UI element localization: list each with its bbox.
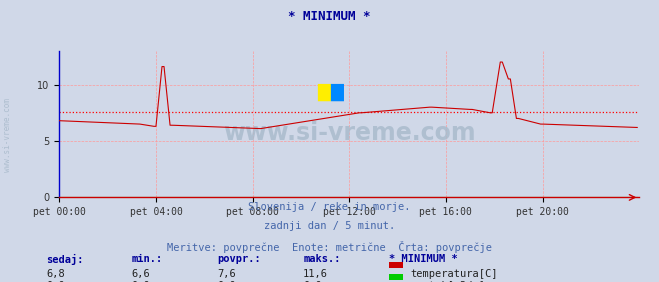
Text: Meritve: povprečne  Enote: metrične  Črta: povprečje: Meritve: povprečne Enote: metrične Črta:…: [167, 241, 492, 253]
Text: pretok[m3/s]: pretok[m3/s]: [410, 281, 485, 282]
Text: 7,6: 7,6: [217, 269, 236, 279]
Text: █: █: [330, 83, 343, 101]
Text: 0,0: 0,0: [217, 281, 236, 282]
Text: povpr.:: povpr.:: [217, 254, 261, 264]
Text: 11,6: 11,6: [303, 269, 328, 279]
Bar: [389, 274, 403, 280]
Text: 6,8: 6,8: [46, 269, 65, 279]
Text: www.si-vreme.com: www.si-vreme.com: [223, 121, 476, 145]
Text: www.si-vreme.com: www.si-vreme.com: [3, 98, 13, 172]
Text: zadnji dan / 5 minut.: zadnji dan / 5 minut.: [264, 221, 395, 231]
Text: * MINIMUM *: * MINIMUM *: [288, 10, 371, 23]
Bar: [389, 262, 403, 268]
Text: █: █: [317, 83, 330, 101]
Text: Slovenija / reke in morje.: Slovenija / reke in morje.: [248, 202, 411, 212]
Text: min.:: min.:: [132, 254, 163, 264]
Text: temperatura[C]: temperatura[C]: [410, 269, 498, 279]
Text: sedaj:: sedaj:: [46, 254, 84, 265]
Text: 0,0: 0,0: [46, 281, 65, 282]
Text: * MINIMUM *: * MINIMUM *: [389, 254, 457, 264]
Text: 6,6: 6,6: [132, 269, 150, 279]
Text: 0,0: 0,0: [303, 281, 322, 282]
Text: 0,0: 0,0: [132, 281, 150, 282]
Text: maks.:: maks.:: [303, 254, 341, 264]
